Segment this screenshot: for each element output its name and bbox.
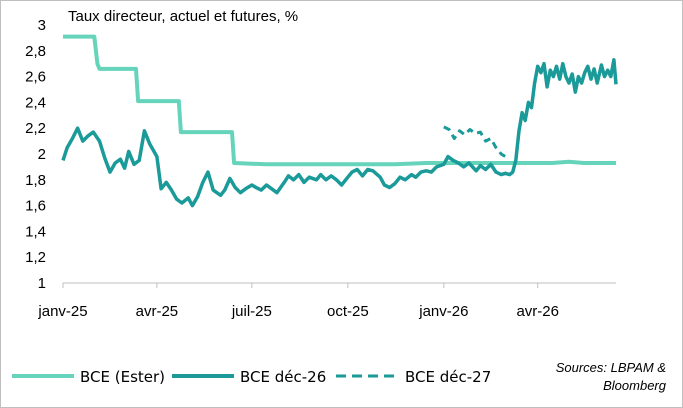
y-tick-label: 2,4 xyxy=(25,94,46,111)
y-tick-label: 1,2 xyxy=(25,249,46,266)
legend: BCE (Ester) BCE déc-26 BCE déc-27 xyxy=(12,368,491,386)
series-line-dec26 xyxy=(61,58,618,208)
x-tick-label: janv-26 xyxy=(418,303,468,320)
y-tick-label: 3 xyxy=(38,17,46,34)
x-tick-label: avr-26 xyxy=(516,303,559,320)
series-line-dec27 xyxy=(443,125,511,160)
y-tick-label: 2 xyxy=(38,146,46,163)
x-tick-label: oct-25 xyxy=(327,303,369,320)
y-tick-label: 2,6 xyxy=(25,69,46,86)
legend-label-dec27: BCE déc-27 xyxy=(405,368,491,386)
y-tick-label: 1,6 xyxy=(25,198,46,215)
y-axis: 1 1,2 1,4 1,6 1,8 2 2,2 2,4 2,6 2,8 3 xyxy=(25,17,46,292)
series-layer xyxy=(61,34,618,208)
source-note: Sources: LBPAM & Bloomberg xyxy=(556,360,667,393)
y-tick-label: 2,8 xyxy=(25,43,46,60)
y-tick-label: 2,2 xyxy=(25,120,46,137)
chart-title: Taux directeur, actuel et futures, % xyxy=(68,8,298,25)
y-tick-label: 1,8 xyxy=(25,172,46,189)
legend-label-dec26: BCE déc-26 xyxy=(240,368,326,386)
series-line-ester xyxy=(63,34,616,167)
y-tick-label: 1 xyxy=(38,275,46,292)
x-tick-label: juil-25 xyxy=(231,303,272,320)
x-axis: janv-25 avr-25 juil-25 oct-25 janv-26 avr-26 xyxy=(37,283,559,320)
y-tick-label: 1,4 xyxy=(25,223,46,240)
x-tick-label: janv-25 xyxy=(37,303,87,320)
x-tick-label: avr-25 xyxy=(136,303,179,320)
legend-label-ester: BCE (Ester) xyxy=(80,368,165,386)
